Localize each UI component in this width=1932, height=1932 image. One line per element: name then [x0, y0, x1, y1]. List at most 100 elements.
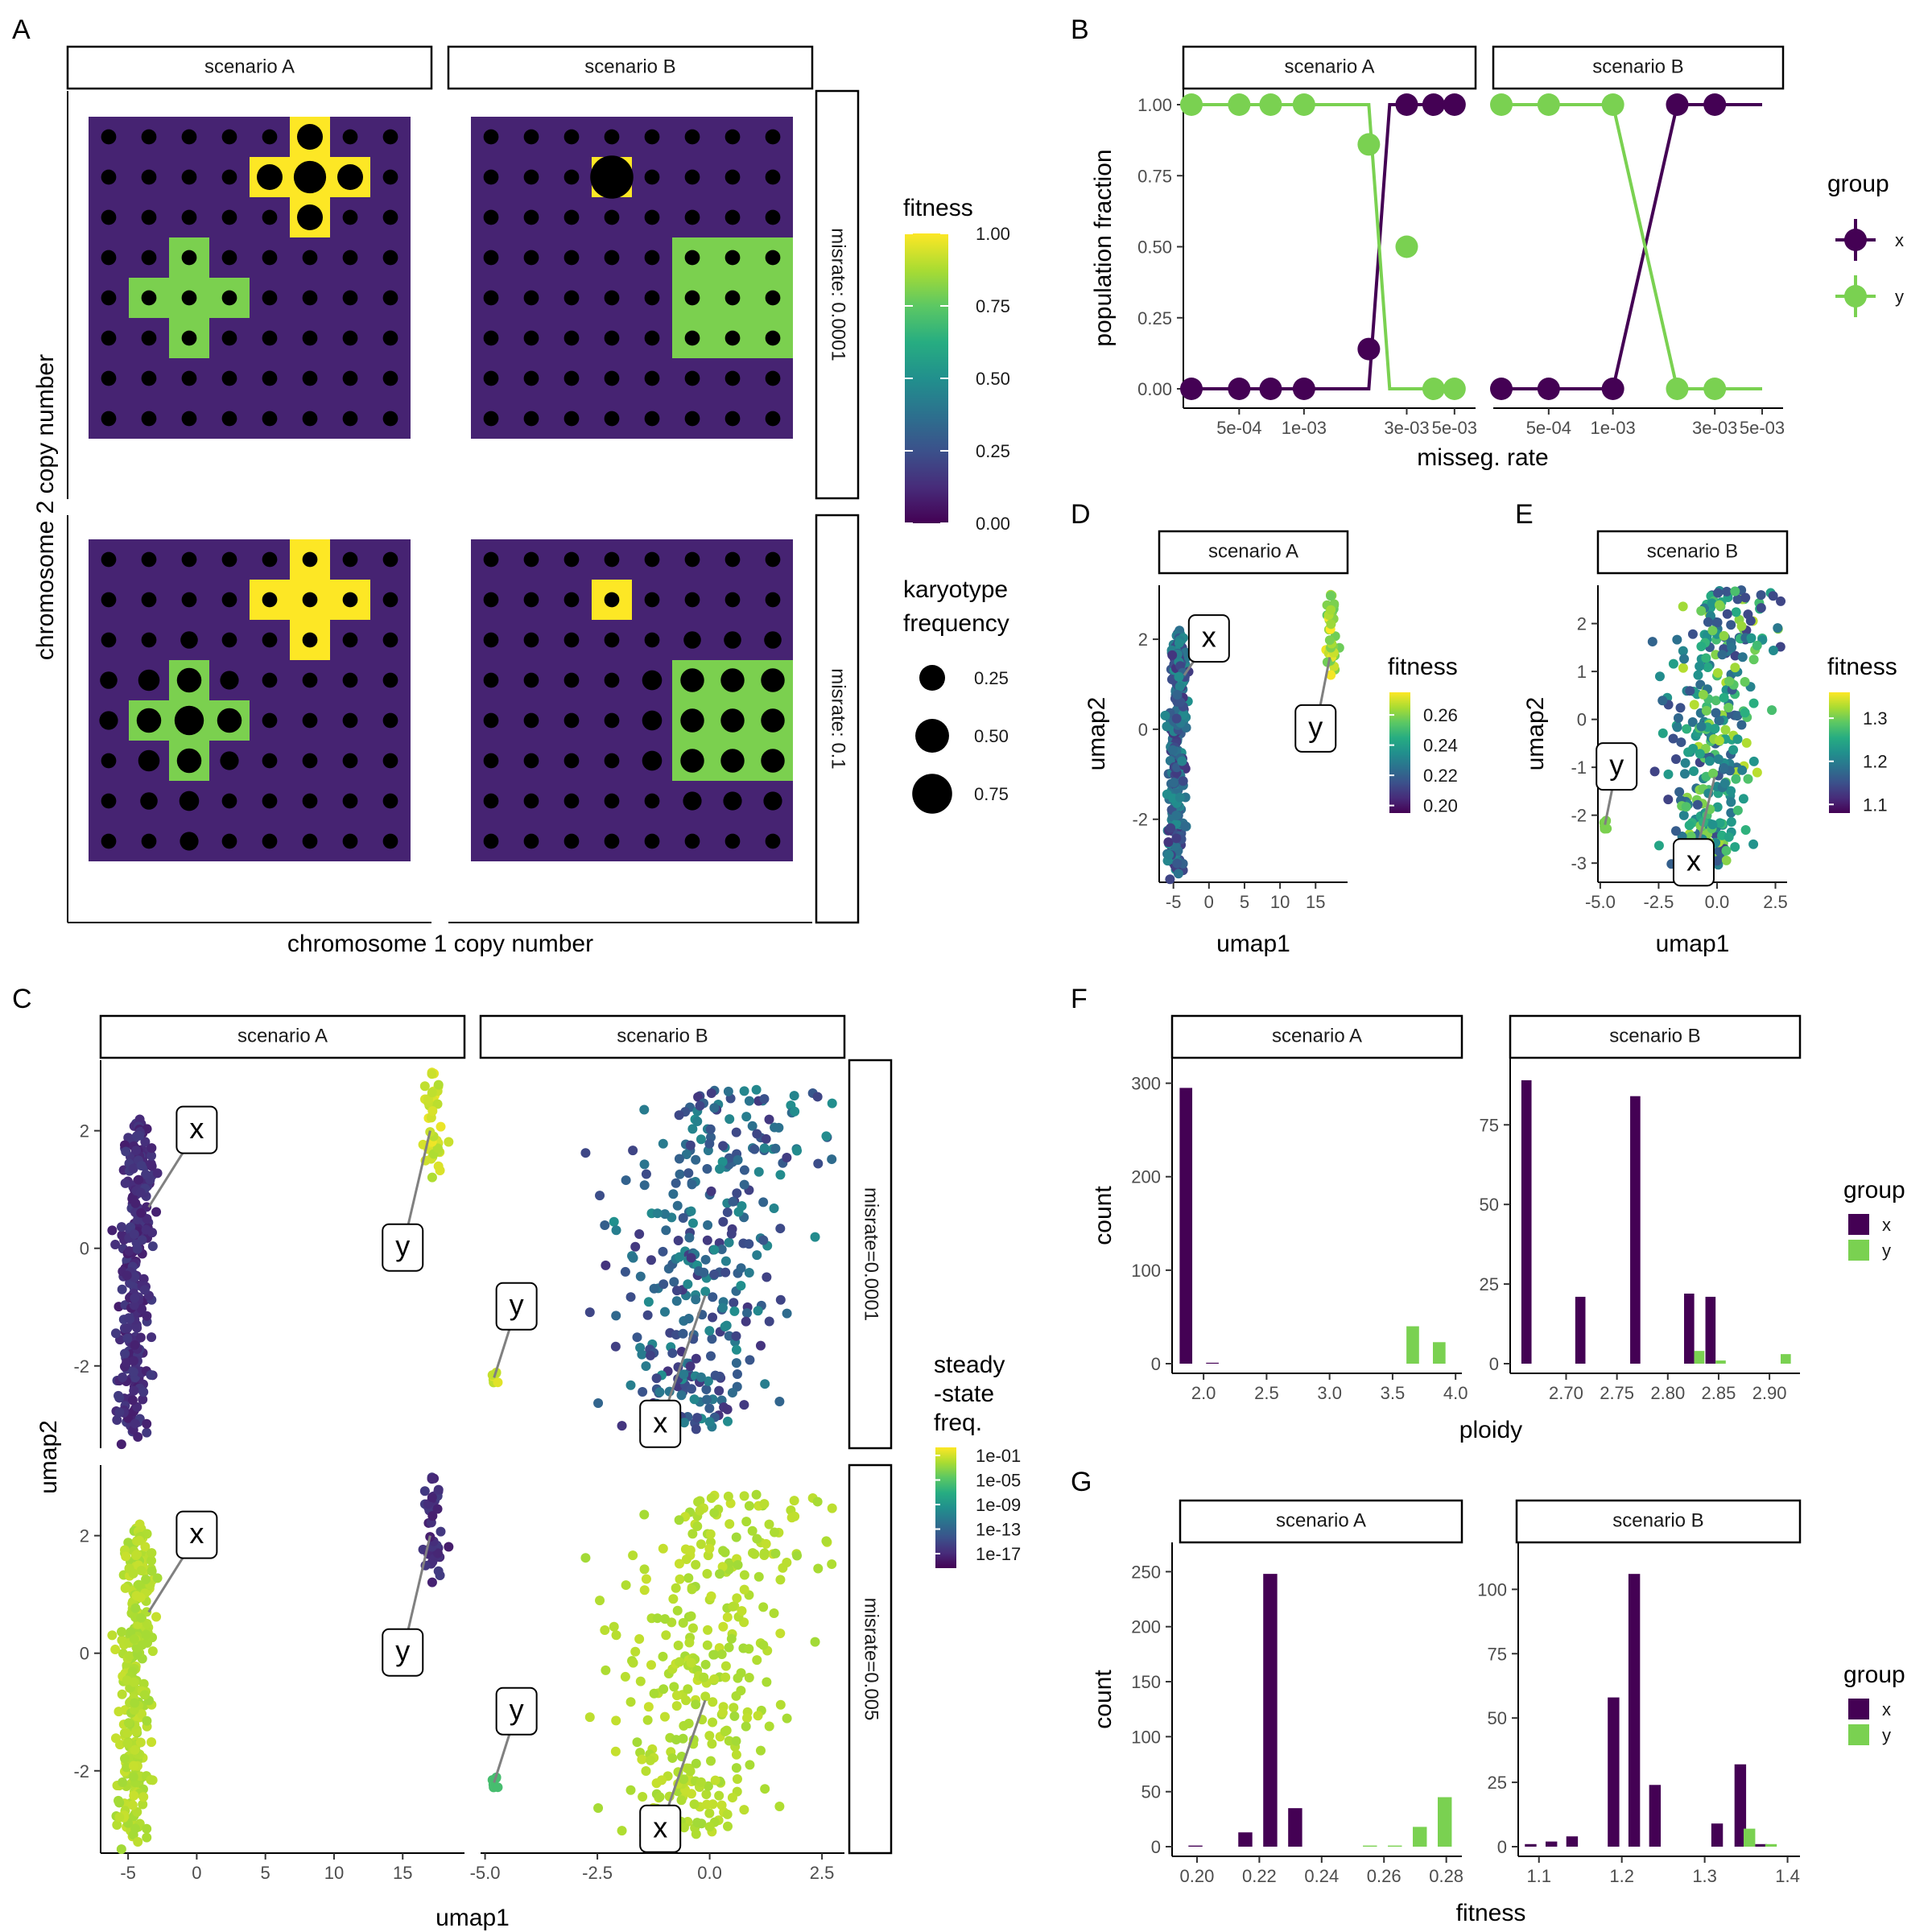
x-tick-label: 2.85	[1702, 1383, 1736, 1403]
karyotype-point	[101, 592, 117, 608]
umap-point	[718, 1621, 729, 1632]
umap-point	[658, 1246, 668, 1257]
point-label-box	[382, 1628, 424, 1677]
karyotype-point	[382, 209, 398, 225]
umap-point	[1685, 686, 1695, 696]
histogram-bar	[1545, 1841, 1558, 1847]
point-label: y	[1609, 749, 1624, 782]
umap-point	[732, 1368, 742, 1379]
karyotype-point	[141, 592, 157, 608]
umap-point	[675, 1657, 685, 1667]
umap-point	[620, 1266, 630, 1277]
umap-point	[727, 1388, 737, 1398]
facet-strip-box	[1158, 530, 1349, 575]
umap-point	[1740, 824, 1751, 835]
umap-point	[700, 1691, 711, 1702]
point-label-box	[1672, 838, 1715, 887]
karyotype-point	[101, 551, 117, 568]
histogram-bar	[1363, 1845, 1377, 1847]
umap-point	[732, 1773, 742, 1784]
umap-point	[741, 1316, 751, 1327]
karyotype-point	[181, 551, 197, 568]
x-tick-label: 10	[1270, 892, 1290, 912]
umap-point	[709, 1674, 720, 1684]
umap-point	[741, 1112, 752, 1122]
umap-point	[821, 1536, 832, 1546]
karyotype-point	[684, 290, 700, 306]
karyotype-point	[724, 290, 741, 306]
legend-title: group	[1843, 1177, 1905, 1203]
umap-point	[642, 1715, 653, 1725]
facet-strip-box	[1509, 1014, 1802, 1059]
umap-point	[759, 1143, 770, 1154]
y-tick-label: 250	[1131, 1562, 1161, 1582]
umap-point	[736, 1668, 746, 1678]
y-tick-label: 0.50	[1137, 237, 1172, 258]
umap-point	[1714, 600, 1724, 610]
karyotype-point	[342, 672, 358, 688]
umap-point	[702, 1235, 712, 1245]
x-axis-title: ploidy	[1459, 1417, 1522, 1443]
karyotype-point	[342, 592, 358, 608]
karyotype-point	[483, 411, 499, 427]
karyotype-point	[724, 169, 741, 185]
umap-point	[1678, 601, 1688, 612]
umap-point	[683, 1684, 693, 1695]
karyotype-point	[564, 793, 580, 809]
umap-point	[1696, 721, 1707, 732]
karyotype-point	[724, 551, 741, 568]
karyotype-point	[604, 753, 620, 769]
umap-point	[736, 1686, 746, 1696]
x-tick-label: 0.0	[1705, 892, 1730, 912]
umap-point	[625, 1785, 636, 1795]
umap-point	[625, 1697, 636, 1707]
karyotype-point	[141, 169, 157, 185]
umap-point	[687, 1584, 697, 1595]
facet-strip-box	[848, 1059, 893, 1450]
umap-point	[127, 1395, 138, 1406]
karyotype-point	[604, 209, 620, 225]
umap-point	[686, 1384, 696, 1394]
umap-point	[723, 1491, 733, 1501]
karyotype-point	[262, 712, 278, 729]
panel-tag: C	[12, 984, 32, 1014]
umap-point	[1743, 774, 1753, 784]
karyotype-point	[101, 370, 117, 386]
panel-tag: D	[1071, 499, 1091, 530]
umap-point	[128, 1772, 138, 1782]
panel-tag: F	[1071, 984, 1088, 1014]
umap-point	[762, 1677, 772, 1687]
histogram-bar	[1179, 1088, 1193, 1364]
umap-point	[1169, 778, 1179, 788]
point-label-box	[1187, 614, 1230, 663]
colorbar-label: 0.22	[1423, 766, 1458, 786]
karyotype-point	[644, 290, 660, 306]
y-tick-label: 0	[1138, 720, 1148, 740]
umap-point	[718, 1216, 729, 1227]
umap-point	[1724, 676, 1734, 687]
umap-point	[1326, 670, 1336, 680]
histogram-bar	[1684, 1293, 1695, 1364]
umap-point	[1324, 635, 1335, 646]
umap-point	[120, 1178, 130, 1188]
karyotype-point	[262, 672, 278, 688]
umap-point	[1174, 671, 1184, 682]
umap-point	[122, 1270, 132, 1281]
umap-point	[704, 1138, 715, 1149]
karyotype-point	[217, 708, 242, 733]
histogram-bar	[1263, 1574, 1278, 1847]
karyotype-point	[262, 129, 278, 145]
x-tick-label: 0.26	[1367, 1866, 1402, 1886]
karyotype-point	[684, 250, 700, 266]
karyotype-point	[644, 169, 660, 185]
series-x-point	[1703, 93, 1727, 116]
umap-point	[427, 1088, 437, 1098]
legend-title: fitness	[1388, 654, 1458, 680]
x-tick-label: 1.4	[1775, 1866, 1800, 1886]
umap-point	[1728, 745, 1739, 755]
umap-point	[658, 1684, 669, 1695]
umap-point	[1689, 700, 1699, 710]
facet-strip-box	[1515, 1499, 1802, 1544]
umap-point	[737, 1201, 747, 1212]
umap-point	[1695, 661, 1705, 671]
